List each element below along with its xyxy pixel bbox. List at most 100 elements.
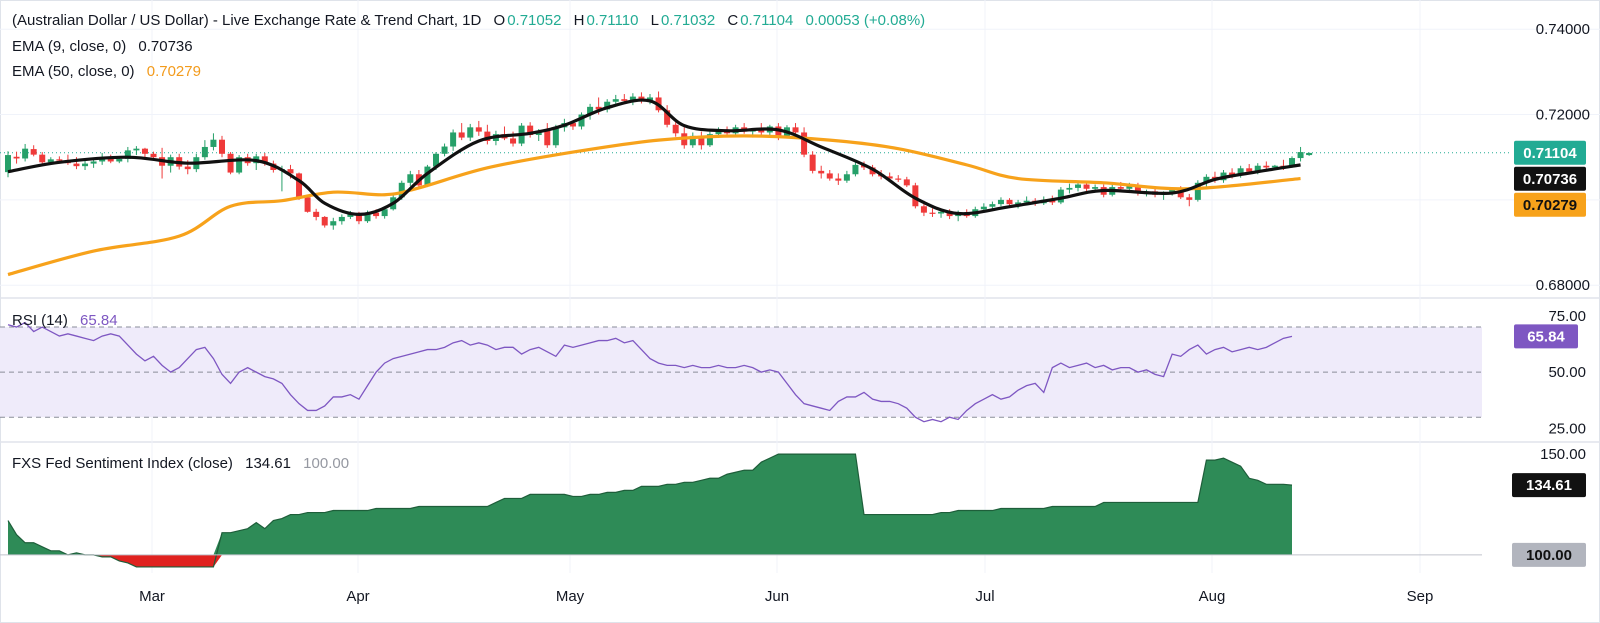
- rsi-y-tick-label: 50.00: [1548, 364, 1586, 381]
- candle-body: [201, 146, 208, 158]
- candle-body: [1066, 187, 1073, 190]
- candle-body: [903, 179, 910, 186]
- candle-body: [1126, 186, 1133, 189]
- price-badge: [1514, 140, 1586, 165]
- candle-body: [912, 185, 919, 207]
- rsi-badge-label: 65.84: [1527, 328, 1565, 345]
- candle-body: [236, 157, 243, 173]
- grid: [0, 0, 1600, 573]
- candle-body: [30, 149, 37, 155]
- candle-body: [886, 176, 893, 179]
- candle-body: [689, 135, 696, 146]
- candle-body: [989, 204, 996, 207]
- candle-body: [698, 135, 705, 146]
- candle-body: [527, 125, 534, 136]
- ema50-label: EMA (50, close, 0): [12, 63, 135, 80]
- candle-body: [433, 153, 439, 167]
- candle-body: [1203, 176, 1210, 183]
- candle-body: [184, 166, 191, 170]
- candle-body: [484, 131, 491, 141]
- rsi-label: RSI (14): [12, 312, 68, 329]
- candle-body: [287, 169, 294, 174]
- candle-body: [313, 211, 320, 217]
- candle-body: [364, 212, 371, 222]
- open-label: O: [493, 12, 506, 29]
- close-label: C: [727, 12, 739, 29]
- candle-body: [818, 170, 825, 174]
- candle-body: [980, 206, 987, 210]
- candle-body: [22, 148, 29, 159]
- candle-body: [835, 178, 842, 181]
- candle-body: [1194, 182, 1201, 200]
- candle-body: [1186, 197, 1193, 200]
- rsi-legend: RSI (14) 65.84: [12, 312, 120, 329]
- fxs-negative-area: [8, 554, 1292, 567]
- candle-body: [938, 211, 945, 214]
- candle-body: [792, 127, 799, 133]
- fxs-line: [7, 453, 1293, 568]
- candle-body: [1083, 184, 1090, 189]
- candle-body: [116, 158, 123, 162]
- candle-body: [569, 123, 576, 127]
- candle-body: [124, 150, 131, 159]
- ema50-line: [7, 134, 1301, 277]
- rsi-y-tick-label: 25.00: [1548, 420, 1586, 437]
- rsi-pane: [0, 321, 1482, 423]
- price-badge-label: 0.70279: [1523, 197, 1577, 214]
- open-value: 0.71052: [507, 12, 562, 29]
- fxs-legend: FXS Fed Sentiment Index (close) 134.61 1…: [12, 455, 351, 472]
- price-badge: [1514, 166, 1586, 191]
- price-y-tick-label: 0.74000: [1536, 21, 1590, 38]
- rsi-badge: [1514, 324, 1578, 349]
- fxs-base: 100.00: [303, 455, 350, 472]
- high-label: H: [573, 12, 585, 29]
- candle-body: [647, 97, 653, 101]
- candle-body: [963, 214, 970, 217]
- candle-body: [895, 178, 902, 180]
- candle-body: [150, 153, 157, 158]
- fxs-y-tick-label: 150.00: [1540, 446, 1586, 463]
- candle-body: [843, 174, 850, 181]
- candle-body: [381, 209, 388, 217]
- candle-body: [1246, 168, 1253, 172]
- candle-body: [90, 161, 97, 164]
- candle-body: [450, 132, 457, 147]
- x-tick-label: Jul: [975, 588, 994, 605]
- candle-body: [458, 132, 465, 138]
- candle-body: [296, 173, 303, 198]
- candle-body: [1134, 186, 1141, 194]
- candle-body: [664, 110, 671, 125]
- candle-body: [304, 197, 311, 212]
- candle-body: [552, 127, 559, 146]
- candle-body: [604, 101, 611, 110]
- candle-body: [621, 99, 628, 101]
- fxs-positive-area: [8, 454, 1292, 555]
- price-badge-label: 0.71104: [1523, 145, 1577, 162]
- candle-body: [141, 148, 148, 154]
- price-legend: (Australian Dollar / US Dollar) - Live E…: [12, 12, 927, 29]
- candle-body: [1006, 199, 1013, 205]
- candle-body: [1169, 189, 1176, 194]
- fxs-pane: [0, 453, 1482, 568]
- rsi-line: [7, 321, 1293, 423]
- candle-body: [261, 156, 268, 164]
- candle-body: [338, 216, 345, 222]
- fxs-value: 134.61: [245, 455, 291, 472]
- candle-body: [99, 158, 106, 162]
- x-tick-label: Sep: [1407, 588, 1434, 605]
- candle-body: [544, 130, 551, 146]
- candle-body: [629, 96, 636, 101]
- candle-body: [321, 216, 328, 226]
- candle-body: [1177, 189, 1184, 198]
- candle-body: [1075, 184, 1081, 188]
- candle-body: [355, 214, 362, 222]
- fxs-base-badge: [1512, 542, 1586, 567]
- candle-body: [441, 146, 448, 154]
- candle-body: [920, 206, 927, 213]
- candle-body: [587, 106, 594, 115]
- change-value: 0.00053 (+0.08%): [805, 12, 926, 29]
- candle-body: [1297, 152, 1304, 159]
- candle-body: [347, 214, 354, 217]
- candle-body: [424, 166, 431, 186]
